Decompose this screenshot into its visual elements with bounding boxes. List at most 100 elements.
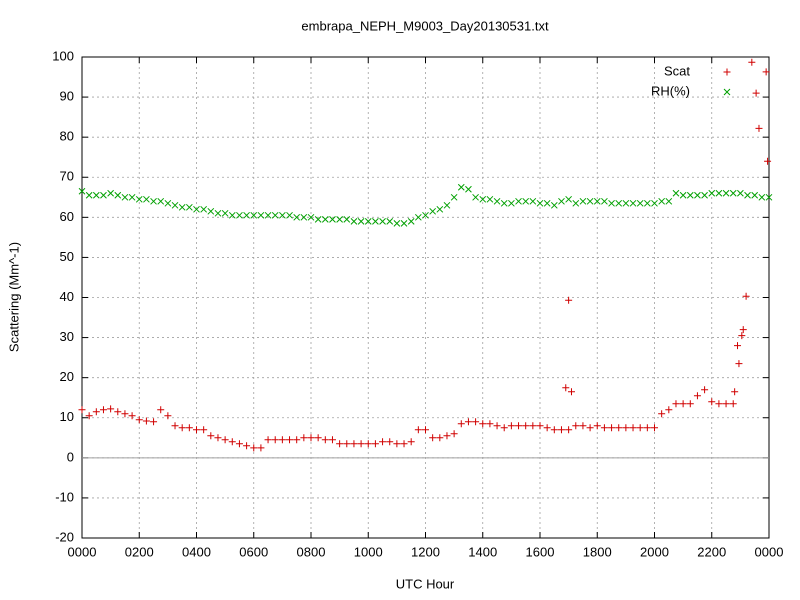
data-point bbox=[735, 360, 743, 368]
y-tick-label: 90 bbox=[60, 89, 74, 104]
data-point bbox=[107, 405, 115, 413]
data-point bbox=[622, 199, 630, 207]
x-tick-label: 0200 bbox=[125, 544, 154, 559]
data-point bbox=[565, 195, 572, 203]
data-point bbox=[329, 215, 336, 223]
data-point bbox=[171, 422, 179, 430]
data-point bbox=[608, 199, 615, 207]
data-point bbox=[457, 183, 465, 191]
data-point bbox=[357, 217, 365, 225]
data-point bbox=[264, 436, 272, 444]
data-point bbox=[321, 215, 329, 223]
data-point bbox=[200, 426, 208, 434]
data-point bbox=[679, 400, 687, 408]
data-point bbox=[286, 436, 294, 444]
data-point bbox=[336, 215, 343, 223]
data-point bbox=[221, 436, 229, 444]
data-point bbox=[643, 199, 651, 207]
data-point bbox=[738, 332, 746, 340]
data-point bbox=[228, 438, 236, 446]
data-point bbox=[314, 434, 322, 442]
data-point bbox=[557, 426, 565, 434]
x-tick-label: 2000 bbox=[640, 544, 669, 559]
data-point bbox=[508, 199, 515, 207]
data-point bbox=[665, 406, 673, 414]
data-point bbox=[722, 189, 730, 197]
data-point bbox=[579, 197, 587, 205]
data-point bbox=[522, 197, 530, 205]
data-point bbox=[636, 199, 644, 207]
data-point bbox=[379, 438, 387, 446]
data-point bbox=[271, 436, 279, 444]
x-tick-label: 0800 bbox=[297, 544, 326, 559]
data-point bbox=[567, 388, 575, 396]
data-point bbox=[364, 440, 372, 448]
data-point bbox=[593, 422, 601, 430]
data-point bbox=[701, 191, 708, 199]
data-point bbox=[722, 400, 730, 408]
data-point bbox=[286, 211, 293, 219]
data-point bbox=[200, 205, 208, 213]
data-point bbox=[615, 424, 623, 432]
data-point bbox=[543, 199, 551, 207]
data-point bbox=[142, 417, 150, 425]
data-point bbox=[737, 189, 744, 197]
data-point bbox=[328, 436, 336, 444]
data-point bbox=[307, 434, 315, 442]
data-point bbox=[314, 215, 322, 223]
data-point bbox=[393, 440, 401, 448]
data-point bbox=[636, 424, 644, 432]
x-axis-label: UTC Hour bbox=[396, 576, 455, 591]
data-point bbox=[694, 191, 701, 199]
data-point bbox=[436, 434, 444, 442]
data-point bbox=[493, 197, 501, 205]
data-point bbox=[450, 430, 458, 438]
data-point bbox=[414, 213, 422, 221]
data-point bbox=[386, 217, 394, 225]
data-point bbox=[150, 418, 158, 426]
data-point bbox=[436, 205, 444, 213]
data-point bbox=[651, 424, 658, 432]
data-point bbox=[350, 217, 358, 225]
data-point bbox=[336, 440, 344, 448]
data-point bbox=[135, 416, 143, 424]
data-point bbox=[629, 199, 637, 207]
data-point bbox=[665, 197, 673, 205]
y-tick-label: 60 bbox=[60, 209, 74, 224]
data-point bbox=[529, 197, 537, 205]
chart-title: embrapa_NEPH_M9003_Day20130531.txt bbox=[301, 18, 549, 33]
data-point bbox=[500, 199, 508, 207]
x-tick-label: 0600 bbox=[239, 544, 268, 559]
data-point bbox=[92, 408, 100, 416]
data-point bbox=[135, 195, 143, 203]
data-point bbox=[78, 187, 86, 195]
data-point bbox=[543, 424, 551, 432]
data-point bbox=[243, 442, 251, 450]
y-tick-label: 40 bbox=[60, 289, 74, 304]
data-point bbox=[386, 438, 394, 446]
data-point bbox=[507, 422, 515, 430]
y-tick-label: 30 bbox=[60, 329, 74, 344]
data-point bbox=[107, 189, 114, 197]
data-point bbox=[114, 191, 122, 199]
data-point bbox=[264, 211, 272, 219]
data-point bbox=[193, 426, 200, 434]
data-point bbox=[464, 418, 472, 426]
y-tick-label: 80 bbox=[60, 129, 74, 144]
data-point bbox=[207, 432, 215, 440]
data-point bbox=[207, 207, 215, 215]
data-point bbox=[686, 400, 694, 408]
data-point bbox=[143, 195, 150, 203]
data-point bbox=[193, 205, 200, 213]
data-point bbox=[486, 420, 494, 428]
data-point bbox=[593, 197, 601, 205]
y-axis-label: Scattering (Mm^-1) bbox=[6, 242, 21, 352]
data-point bbox=[486, 195, 494, 203]
data-point bbox=[643, 424, 651, 432]
data-point bbox=[479, 195, 487, 203]
data-point bbox=[672, 400, 680, 408]
data-point bbox=[472, 418, 480, 426]
data-point bbox=[744, 191, 751, 199]
data-point bbox=[114, 408, 122, 416]
